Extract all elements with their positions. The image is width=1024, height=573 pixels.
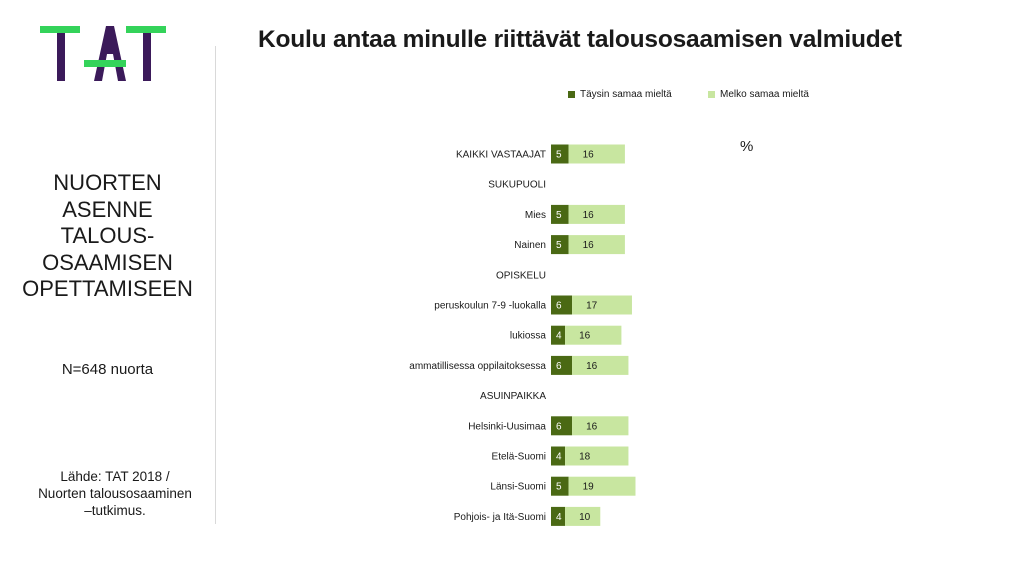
- bar-segment-taysin: [551, 295, 573, 315]
- bar-segment-melko: [565, 506, 601, 526]
- sample-size: N=648 nuorta: [61, 361, 154, 378]
- logo-letter-a: [94, 26, 126, 81]
- bar-segment-taysin: [551, 416, 573, 436]
- data-label: 6: [556, 301, 562, 312]
- data-label: 4: [556, 331, 562, 342]
- category-label: Pohjois- ja Itä-Suomi: [454, 512, 546, 523]
- data-label: 4: [556, 452, 562, 463]
- category-label: Mies: [525, 210, 546, 221]
- data-label: 5: [556, 210, 562, 221]
- category-label: Länsi-Suomi: [490, 482, 546, 493]
- legend-item-taysin: Täysin samaa mieltä: [568, 89, 672, 100]
- data-label: 19: [583, 482, 595, 493]
- bar-segment-melko: [568, 476, 636, 496]
- logo-bar-middle: [84, 60, 126, 67]
- logo-letter-t2: [143, 33, 151, 81]
- legend-item-melko: Melko samaa mieltä: [708, 89, 809, 100]
- data-label: 18: [579, 452, 591, 463]
- side-title-line: NUORTEN: [53, 170, 162, 195]
- data-label: 4: [556, 512, 562, 523]
- logo-bar-left: [40, 26, 80, 33]
- legend-swatch: [568, 91, 575, 98]
- logo-letter-t1: [57, 33, 65, 81]
- data-label: 5: [556, 240, 562, 251]
- unit-label: %: [740, 138, 754, 155]
- group-header-label: SUKUPUOLI: [488, 180, 546, 191]
- bar-segment-taysin: [551, 144, 569, 164]
- data-label: 17: [586, 301, 598, 312]
- data-label: 16: [583, 210, 595, 221]
- category-label: KAIKKI VASTAAJAT: [456, 150, 546, 161]
- source-line: –tutkimus.: [84, 503, 146, 518]
- bar-segment-taysin: [551, 235, 569, 255]
- data-label: 6: [556, 421, 562, 432]
- data-label: 5: [556, 150, 562, 161]
- tat-logo: [40, 26, 166, 81]
- data-label: 6: [556, 361, 562, 372]
- category-label: ammatillisessa oppilaitoksessa: [409, 361, 546, 372]
- data-label: 16: [579, 331, 591, 342]
- bar-segment-melko: [568, 235, 625, 255]
- bar-segment-taysin: [551, 446, 566, 466]
- legend-swatch: [708, 91, 715, 98]
- bar-segment-melko: [572, 416, 629, 436]
- category-label: peruskoulun 7-9 -luokalla: [434, 301, 546, 312]
- bar-segment-taysin: [551, 355, 573, 375]
- category-label: Nainen: [514, 240, 546, 251]
- group-header-label: ASUINPAIKKA: [480, 391, 546, 402]
- source-line: Nuorten talousosaaminen: [38, 486, 192, 501]
- vertical-divider: [215, 46, 216, 524]
- group-header-label: OPISKELU: [496, 270, 546, 281]
- source-line: Lähde: TAT 2018 /: [60, 469, 170, 484]
- bar-segment-melko: [568, 144, 625, 164]
- legend-label: Täysin samaa mieltä: [580, 89, 672, 100]
- side-title-line: TALOUS-: [60, 223, 155, 248]
- category-label: Etelä-Suomi: [492, 452, 546, 463]
- category-label: Helsinki-Uusimaa: [468, 421, 546, 432]
- bar-segment-melko: [565, 446, 629, 466]
- bar-segment-melko: [565, 325, 622, 345]
- data-label: 16: [586, 361, 598, 372]
- source-note: Lähde: TAT 2018 / Nuorten talousosaamine…: [0, 468, 230, 519]
- bar-segment-taysin: [551, 506, 566, 526]
- bar-segment-melko: [572, 295, 632, 315]
- bar-segment-melko: [572, 355, 629, 375]
- bar-segment-taysin: [551, 204, 569, 224]
- side-title: NUORTEN ASENNE TALOUS- OSAAMISEN OPETTAM…: [0, 170, 215, 303]
- logo-bar-right: [126, 26, 166, 33]
- bar-segment-taysin: [551, 476, 569, 496]
- bar-segment-melko: [568, 204, 625, 224]
- category-label: lukiossa: [510, 331, 547, 342]
- bar-segment-taysin: [551, 325, 566, 345]
- side-title-line: OPETTAMISEEN: [22, 276, 193, 301]
- side-title-line: OSAAMISEN: [42, 249, 173, 275]
- data-label: 16: [583, 240, 595, 251]
- data-label: 16: [586, 421, 598, 432]
- data-label: 16: [583, 150, 595, 161]
- data-label: 10: [579, 512, 591, 523]
- legend-label: Melko samaa mieltä: [720, 89, 809, 100]
- data-label: 5: [556, 482, 562, 493]
- chart-title: Koulu antaa minulle riittävät talousosaa…: [258, 26, 902, 53]
- stacked-bar-chart: KAIKKI VASTAAJAT 5 16 SUKUPUOLI Mies 5 16 Naine…: [409, 144, 636, 526]
- side-title-line: ASENNE: [62, 196, 153, 222]
